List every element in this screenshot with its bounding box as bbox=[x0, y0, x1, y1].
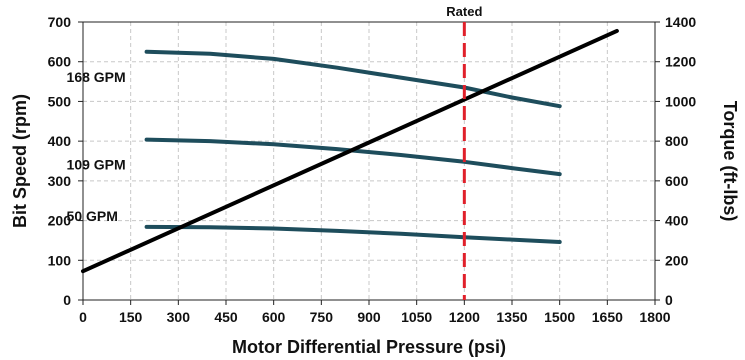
rated-label: Rated bbox=[446, 4, 482, 19]
x-tick-label: 1500 bbox=[544, 309, 575, 325]
x-tick-label: 1350 bbox=[496, 309, 527, 325]
series-label: 50 GPM bbox=[67, 208, 118, 224]
x-tick-label: 300 bbox=[167, 309, 191, 325]
x-tick-label: 0 bbox=[79, 309, 87, 325]
x-tick-label: 1650 bbox=[592, 309, 623, 325]
bit-speed-line-109-gpm bbox=[144, 137, 562, 177]
x-tick-label: 600 bbox=[262, 309, 286, 325]
bit-speed-line-50-gpm bbox=[144, 224, 562, 244]
y2-tick-label: 1400 bbox=[665, 14, 696, 30]
x-tick-label: 1800 bbox=[639, 309, 670, 325]
y2-tick-label: 0 bbox=[665, 292, 673, 308]
y2-tick-label: 400 bbox=[665, 213, 689, 229]
y-tick-label: 700 bbox=[48, 14, 72, 30]
y2-tick-label: 1000 bbox=[665, 93, 696, 109]
x-tick-label: 1200 bbox=[449, 309, 480, 325]
y-axis-title: Bit Speed (rpm) bbox=[10, 94, 30, 228]
series-lines bbox=[81, 28, 619, 274]
x-axis-title: Motor Differential Pressure (psi) bbox=[232, 337, 506, 357]
y-tick-label: 400 bbox=[48, 133, 72, 149]
x-tick-label: 750 bbox=[310, 309, 334, 325]
series-labels: 168 GPM 109 GPM 50 GPM bbox=[67, 69, 126, 224]
series-label: 168 GPM bbox=[67, 69, 126, 85]
plot-area-frame bbox=[82, 21, 656, 301]
y2-tick-label: 800 bbox=[665, 133, 689, 149]
y2-tick-label: 600 bbox=[665, 173, 689, 189]
y-tick-label: 100 bbox=[48, 252, 72, 268]
y-tick-label: 300 bbox=[48, 173, 72, 189]
y-tick-label: 200 bbox=[48, 213, 72, 229]
torque-line bbox=[81, 28, 619, 274]
y2-tick-label: 1200 bbox=[665, 54, 696, 70]
y-tick-label: 500 bbox=[48, 93, 72, 109]
x-tick-label: 450 bbox=[214, 309, 238, 325]
y2-axis-title: Torque (ft-lbs) bbox=[720, 101, 740, 222]
x-tick-label: 1050 bbox=[401, 309, 432, 325]
annotations: Rated bbox=[446, 4, 482, 300]
y-tick-label: 600 bbox=[48, 54, 72, 70]
x-tick-label: 150 bbox=[119, 309, 143, 325]
y2-tick-label: 200 bbox=[665, 252, 689, 268]
axis-ticks: 0 150 300 450 600 750 900 1050 1200 1350 1500 1650 1… bbox=[48, 14, 697, 325]
bit-speed-line-168-gpm bbox=[144, 49, 562, 109]
y-tick-label: 0 bbox=[63, 292, 71, 308]
series-label: 109 GPM bbox=[67, 157, 126, 173]
gridlines bbox=[82, 21, 656, 301]
x-tick-label: 900 bbox=[357, 309, 381, 325]
